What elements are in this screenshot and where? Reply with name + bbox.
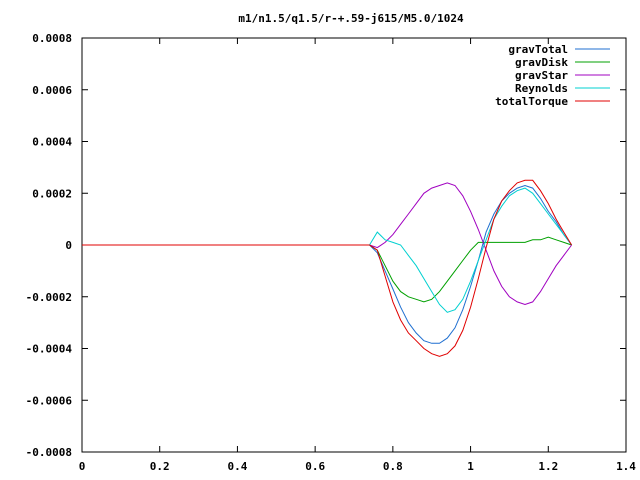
series-group <box>82 179 573 357</box>
x-tick-label: 1.2 <box>538 460 558 473</box>
x-tick-label: 0.6 <box>305 460 325 473</box>
x-tick-label: 1.4 <box>616 460 636 473</box>
y-tick-label: 0 <box>65 239 72 252</box>
series-line-gravDisk <box>82 236 572 303</box>
series-line-totalTorque <box>82 179 573 357</box>
y-tick-label: -0.0008 <box>26 446 72 459</box>
legend-label: totalTorque <box>495 95 568 108</box>
y-tick-label: -0.0002 <box>26 291 72 304</box>
series-line-Reynolds <box>82 187 572 313</box>
y-tick-label: 0.0006 <box>32 84 72 97</box>
x-tick-label: 0.8 <box>383 460 403 473</box>
y-tick-label: 0.0008 <box>32 32 72 45</box>
legend-label: Reynolds <box>515 82 568 95</box>
x-tick-label: 0.2 <box>150 460 170 473</box>
y-tick-label: -0.0004 <box>26 343 73 356</box>
x-tick-label: 0 <box>79 460 86 473</box>
tick-labels: 0 0.2 0.4 0.6 0.8 1 1.2 1.4 -0.0008 -0.0006 -0.000… <box>26 32 637 473</box>
y-tick-label: 0.0002 <box>32 187 72 200</box>
legend-label: gravTotal <box>508 43 568 56</box>
x-tick-label: 1 <box>467 460 474 473</box>
x-tick-label: 0.4 <box>227 460 247 473</box>
legend-label: gravDisk <box>515 56 568 69</box>
series-line-gravStar <box>82 182 572 306</box>
series-line-gravTotal <box>82 184 572 344</box>
legend: gravTotalgravDiskgravStarReynoldstotalTo… <box>495 43 610 108</box>
ticks <box>81 37 627 453</box>
y-tick-label: -0.0006 <box>26 394 73 407</box>
chart-title: m1/n1.5/q1.5/r-+.59-j615/M5.0/1024 <box>238 12 464 25</box>
legend-label: gravStar <box>515 69 568 82</box>
y-tick-label: 0.0004 <box>32 136 72 149</box>
